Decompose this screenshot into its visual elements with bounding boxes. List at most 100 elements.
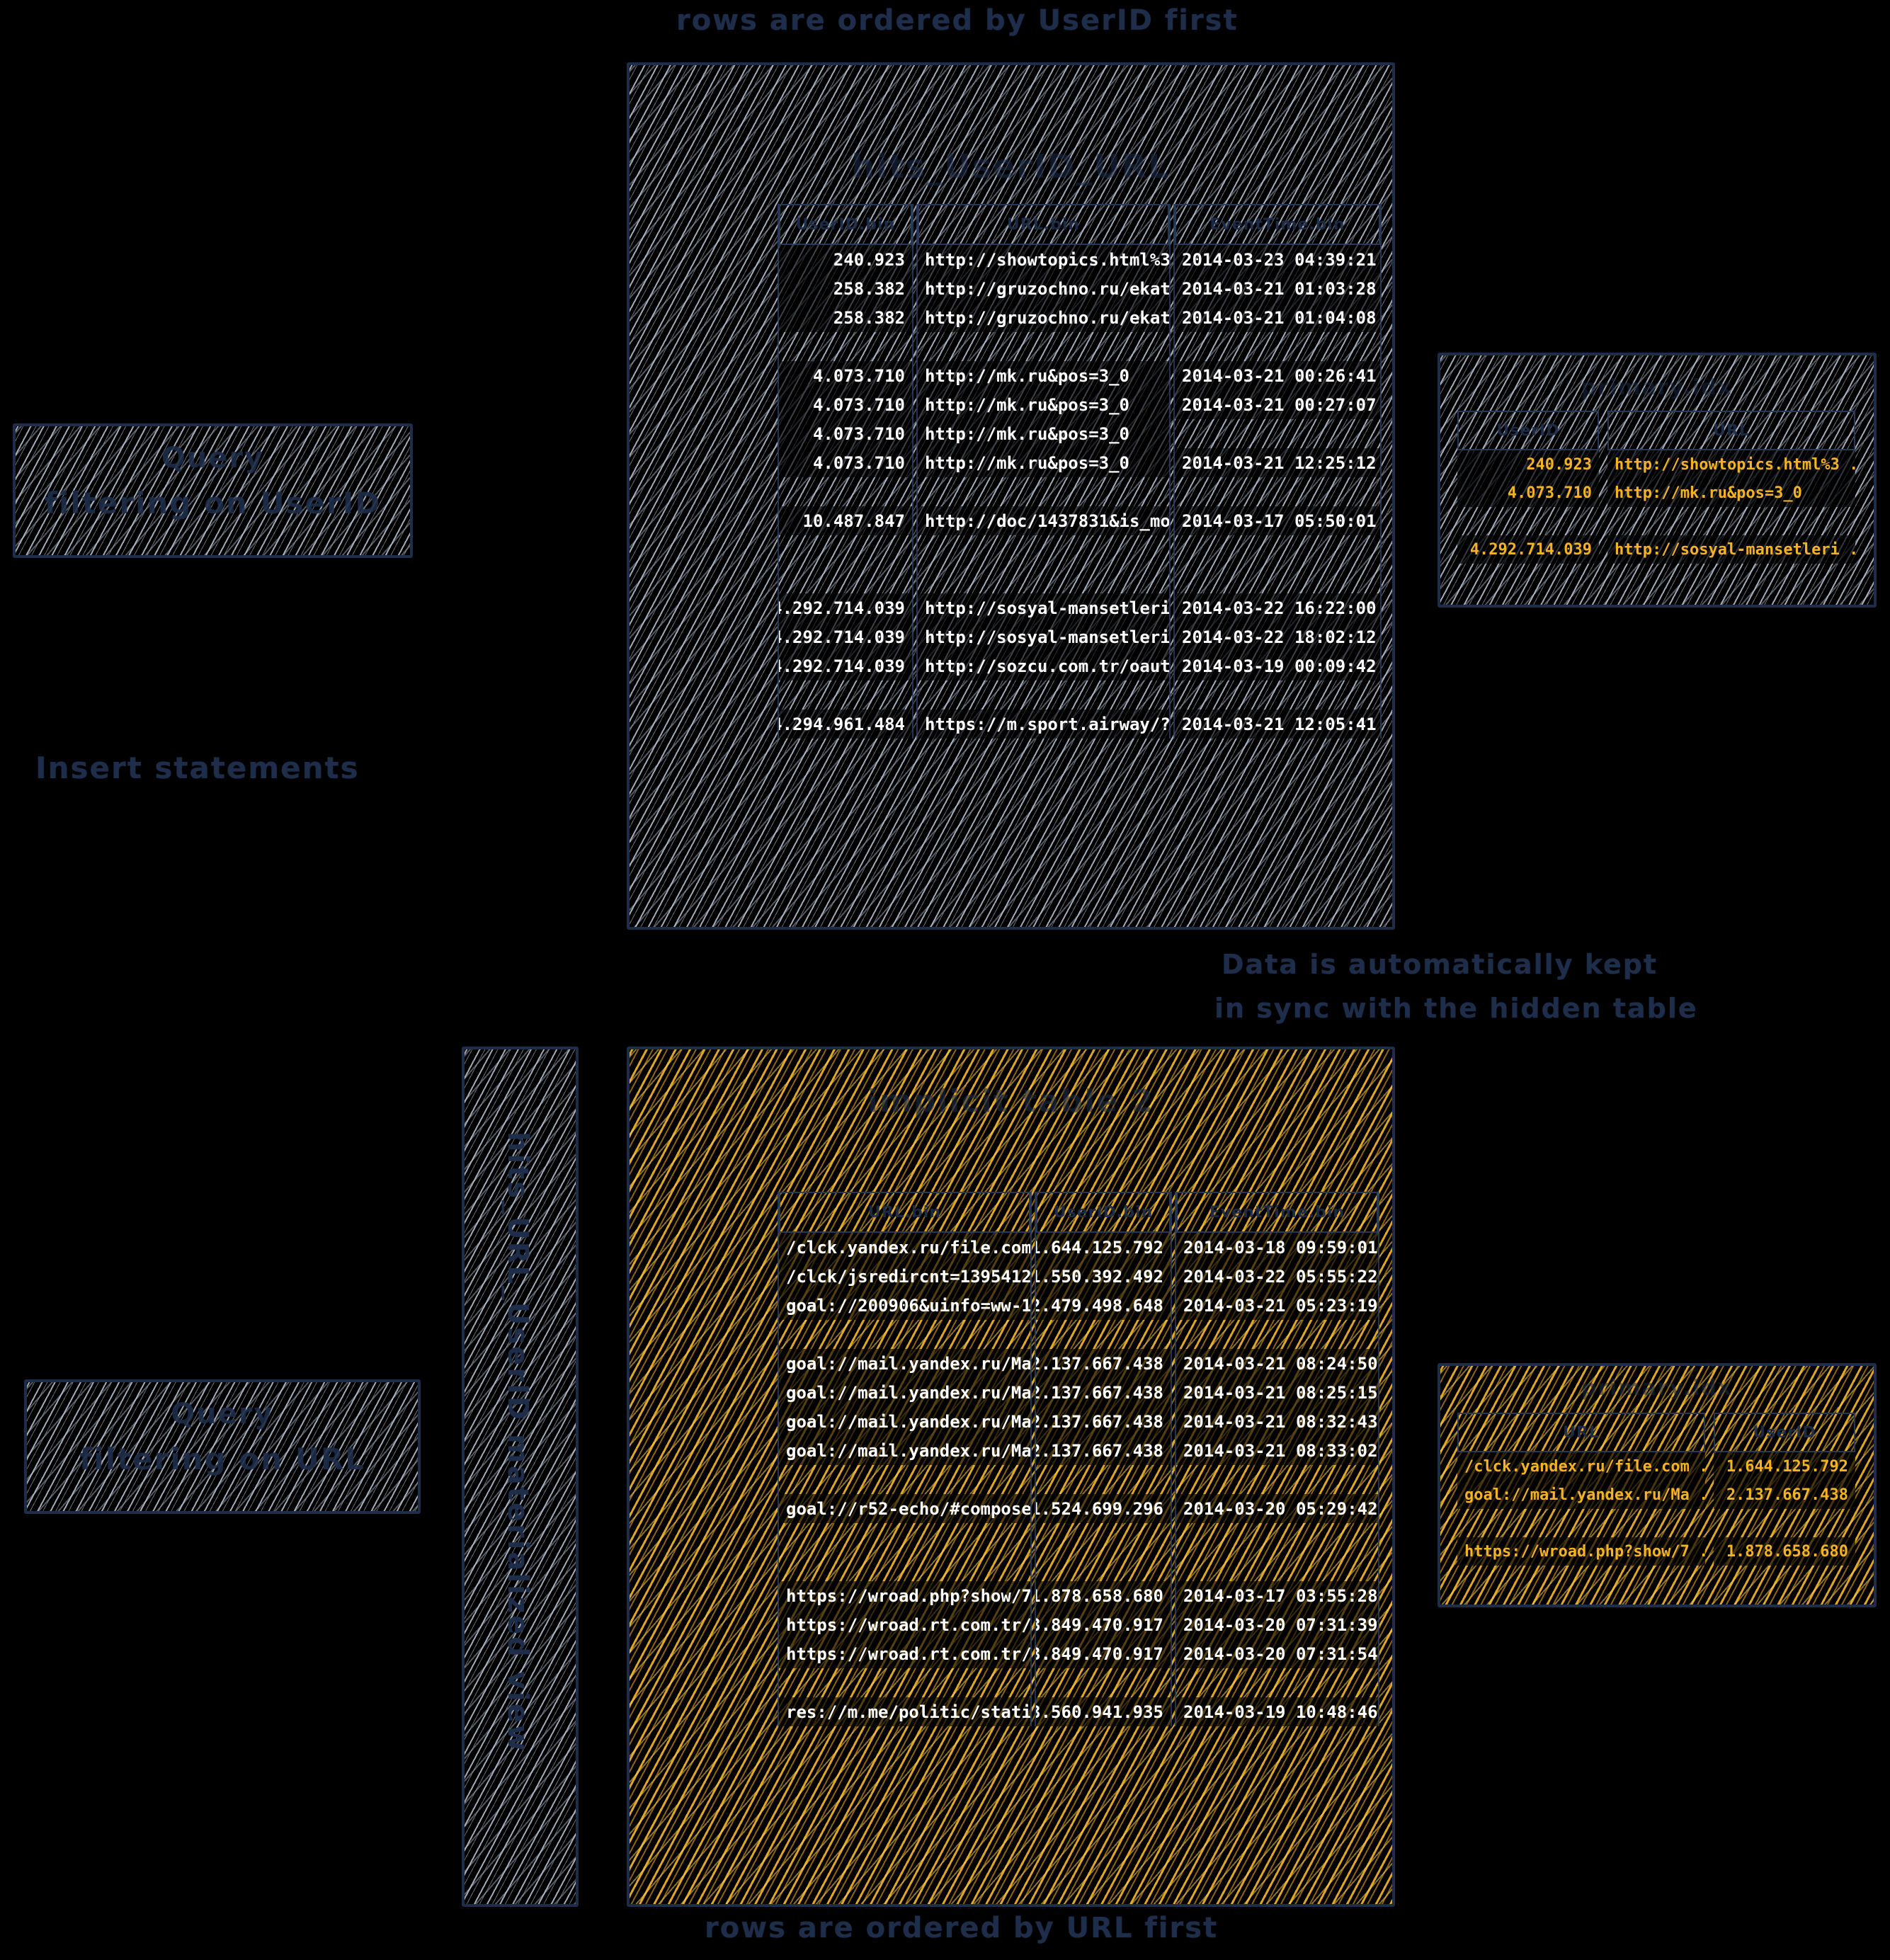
table-cell-url: https://wroad.php?show/7 ... <box>779 1581 1030 1610</box>
table-cell-userid: 2.479.498.648 <box>1036 1291 1171 1320</box>
table-cell-empty <box>918 680 1169 710</box>
table-cell-userid: 2.137.667.438 <box>1036 1349 1171 1378</box>
query-userid-line1: Query <box>161 442 265 474</box>
table-cell-empty <box>1175 419 1380 448</box>
table-cell-userid: 2.137.667.438 <box>1036 1407 1171 1436</box>
sketch-fill-label-2 <box>24 1379 421 1514</box>
column-separator <box>1169 204 1171 739</box>
index-cell-empty <box>1457 564 1599 592</box>
table-cell-time: 2014-03-18 09:59:01 <box>1176 1233 1378 1262</box>
table-cell-url: http://mk.ru&pos=3_0 <box>918 390 1169 419</box>
index-cell-empty <box>1714 1509 1855 1537</box>
table-cell-empty <box>1176 1523 1378 1552</box>
table-cell-time: 2014-03-22 05:55:22 <box>1176 1262 1378 1291</box>
index-primary-idx-url-body: URL UserID/clck.yandex.ru/file.com ... 1.6… <box>1438 1363 1877 1607</box>
note-rows-ordered-by-url: rows are ordered by URL first <box>705 1912 1219 1944</box>
table-cell-empty <box>1036 1465 1171 1494</box>
table-cell-url: http://mk.ru&pos=3_0 <box>918 448 1169 477</box>
table-hits-userid-url: hits_UserID_URL UserID.bin URL.bin EventTi… <box>627 62 1395 930</box>
table-cell-userid: 4.292.714.039 <box>779 622 912 651</box>
table-cell-userid: 1.550.392.492 <box>1036 1262 1171 1291</box>
table-cell-url: /clck.yandex.ru/file.com ... <box>779 1233 1030 1262</box>
index-cell-empty <box>1607 564 1855 592</box>
table-implicit-table-2-title: implicit table 2 <box>867 1083 1155 1119</box>
index-primary-idx-url-title: primary.idx <box>1581 1376 1734 1401</box>
table-cell-time: 2014-03-20 05:29:42 <box>1176 1494 1378 1523</box>
index-column-header-userid: UserID <box>1457 411 1599 450</box>
table-cell-empty <box>1175 564 1380 593</box>
table-cell-time: 2014-03-21 08:24:50 <box>1176 1349 1378 1378</box>
table-cell-url: http://gruzochno.ru/ekat ... <box>918 274 1169 303</box>
index-cell-userid: 2.137.667.438 <box>1714 1481 1855 1509</box>
table-cell-time: 2014-03-21 12:25:12 <box>1175 448 1380 477</box>
label-materialized-view: hits_URL_UserID materialized view <box>462 1047 579 1907</box>
index-cell-url: http://showtopics.html%3 ... <box>1607 450 1855 479</box>
table-cell-time: 2014-03-21 08:32:43 <box>1176 1407 1378 1436</box>
table-hits-userid-url-body: UserID.bin URL.bin EventTime.bin 240.923 htt… <box>627 62 1395 930</box>
table-cell-time: 2014-03-23 04:39:21 <box>1175 245 1380 274</box>
table-cell-empty <box>1175 332 1380 361</box>
column-separator <box>1030 1192 1032 1726</box>
index-cell-userid: 4.292.714.039 <box>1457 535 1599 564</box>
table-cell-empty <box>779 535 912 564</box>
table-cell-url: http://gruzochno.ru/ekat ... <box>918 303 1169 332</box>
table-cell-time: 2014-03-17 05:50:01 <box>1175 506 1380 535</box>
table-cell-empty <box>779 1320 1030 1349</box>
sketch-fill-mv <box>462 1047 579 1907</box>
index-cell-empty <box>1607 507 1855 535</box>
table-cell-userid: 258.382 <box>779 303 912 332</box>
table-cell-time: 2014-03-19 00:09:42 <box>1175 651 1380 680</box>
index-cell-userid: 1.878.658.680 <box>1714 1537 1855 1566</box>
table-cell-url: http://mk.ru&pos=3_0 <box>918 361 1169 390</box>
index-cell-userid: 4.073.710 <box>1457 479 1599 507</box>
query-url-line1: Query <box>171 1398 274 1430</box>
column-separator <box>1378 1192 1379 1726</box>
table-cell-url: http://mk.ru&pos=3_0 <box>918 419 1169 448</box>
column-separator <box>1171 1192 1172 1726</box>
table-cell-empty <box>1175 535 1380 564</box>
table-cell-empty <box>779 477 912 506</box>
index-cell-userid: 240.923 <box>1457 450 1599 479</box>
column-separator <box>1173 204 1175 739</box>
index-primary-idx-userid-body: UserID URL 240.923 http://showtopics.html%3… <box>1438 353 1877 608</box>
column-header-url-bin: URL.bin <box>918 204 1169 245</box>
table-cell-userid: 4.073.710 <box>779 361 912 390</box>
column-header-eventtime-bin: EventTime.bin <box>1176 1192 1378 1233</box>
table-cell-empty <box>779 1552 1030 1581</box>
table-cell-url: https://m.sport.airway/? ... <box>918 710 1169 739</box>
table-cell-empty <box>1175 680 1380 710</box>
table-cell-empty <box>1036 1552 1171 1581</box>
index-cell-url: goal://mail.yandex.ru/Ma ... <box>1457 1481 1705 1509</box>
index-column-header-userid: UserID <box>1714 1413 1855 1452</box>
table-cell-userid: 4.073.710 <box>779 390 912 419</box>
table-cell-empty <box>918 564 1169 593</box>
table-cell-empty <box>779 1523 1030 1552</box>
table-cell-time: 2014-03-21 01:03:28 <box>1175 274 1380 303</box>
table-cell-time: 2014-03-20 07:31:54 <box>1176 1639 1378 1668</box>
table-cell-url: http://doc/1437831&is_mo ... <box>918 506 1169 535</box>
table-hits-userid-url-title: hits_UserID_URL <box>851 147 1171 186</box>
table-cell-empty <box>779 1668 1030 1697</box>
index-cell-url: /clck.yandex.ru/file.com ... <box>1457 1452 1705 1481</box>
column-header-userid-bin: UserID.bin <box>779 204 912 245</box>
table-cell-url: goal://mail.yandex.ru/Ma ... <box>779 1436 1030 1465</box>
column-separator <box>778 1192 779 1726</box>
index-cell-empty <box>1457 1566 1705 1594</box>
table-cell-time: 2014-03-21 12:05:41 <box>1175 710 1380 739</box>
column-header-url-bin: URL.bin <box>779 1192 1030 1233</box>
table-cell-userid: 1.524.699.296 <box>1036 1494 1171 1523</box>
table-cell-time: 2014-03-22 16:22:00 <box>1175 593 1380 622</box>
table-cell-url: goal://200906&uinfo=ww-1 ... <box>779 1291 1030 1320</box>
table-cell-userid: 3.849.470.917 <box>1036 1610 1171 1639</box>
table-cell-url: http://sozcu.com.tr/oaut ... <box>918 651 1169 680</box>
table-cell-url: https://wroad.rt.com.tr/ ... <box>779 1639 1030 1668</box>
sketch-fill-label-1 <box>13 423 413 558</box>
table-cell-time: 2014-03-22 18:02:12 <box>1175 622 1380 651</box>
table-cell-empty <box>779 1465 1030 1494</box>
table-cell-url: https://wroad.rt.com.tr/ ... <box>779 1610 1030 1639</box>
index-primary-idx-userid-title: primary.idx <box>1581 375 1734 400</box>
table-cell-userid: 1.644.125.792 <box>1036 1233 1171 1262</box>
table-cell-empty <box>918 477 1169 506</box>
table-cell-time: 2014-03-21 08:33:02 <box>1176 1436 1378 1465</box>
table-cell-userid: 4.292.714.039 <box>779 593 912 622</box>
